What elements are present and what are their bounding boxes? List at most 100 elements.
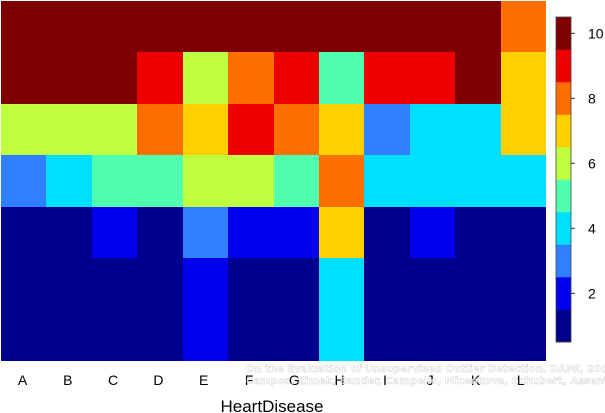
colorbar-segment bbox=[556, 179, 571, 213]
x-tick-label: K bbox=[471, 372, 481, 388]
heatmap-cell bbox=[137, 1, 183, 52]
heatmap-cell bbox=[455, 310, 501, 361]
heatmap-cell bbox=[92, 258, 137, 310]
heatmap-cell bbox=[137, 104, 183, 155]
heatmap-cell bbox=[455, 52, 501, 104]
heatmap-cell bbox=[501, 104, 546, 155]
heatmap-cell bbox=[319, 104, 364, 155]
heatmap-cell bbox=[228, 104, 274, 155]
heatmap-cell bbox=[501, 52, 546, 104]
colorbar-segment bbox=[556, 114, 571, 148]
heatmap-cell bbox=[1, 207, 46, 258]
heatmap-cell bbox=[364, 207, 410, 258]
heatmap-cell bbox=[410, 52, 455, 104]
heatmap-cell bbox=[46, 52, 92, 104]
heatmap-cell bbox=[455, 155, 501, 207]
credit-line-2: Campos, Zimek, Sander, Campello, Micenko… bbox=[246, 376, 605, 387]
heatmap-cell bbox=[1, 310, 46, 361]
colorbar-segment bbox=[556, 244, 571, 278]
heatmap-cell bbox=[92, 104, 137, 155]
heatmap-cell bbox=[46, 1, 92, 52]
heatmap-cell bbox=[319, 310, 364, 361]
x-axis-ticks: A B C D E F G H I J K L bbox=[18, 372, 525, 388]
heatmap-cell bbox=[274, 155, 319, 207]
colorbar-tick-label: 10 bbox=[588, 25, 604, 41]
heatmap-cell bbox=[137, 155, 183, 207]
colorbar-segment bbox=[556, 277, 571, 310]
colorbar-frame bbox=[555, 16, 572, 343]
heatmap-cell bbox=[183, 207, 228, 258]
heatmap-cell bbox=[501, 155, 546, 207]
heatmap-cell bbox=[274, 258, 319, 310]
heatmap-cell bbox=[410, 155, 455, 207]
colorbar-segment bbox=[556, 309, 571, 343]
heatmap-cells bbox=[1, 1, 546, 361]
heatmap-cell bbox=[228, 310, 274, 361]
heatmap-cell bbox=[137, 207, 183, 258]
x-tick-label: H bbox=[335, 372, 345, 388]
heatmap-cell bbox=[364, 258, 410, 310]
x-tick-label: I bbox=[383, 372, 387, 388]
heatmap-cell bbox=[1, 52, 46, 104]
heatmap-cell bbox=[274, 52, 319, 104]
heatmap-cell bbox=[228, 155, 274, 207]
colorbar-tick-label: 6 bbox=[588, 155, 596, 171]
heatmap-cell bbox=[183, 155, 228, 207]
heatmap-cell bbox=[183, 310, 228, 361]
heatmap-cell bbox=[46, 310, 92, 361]
heatmap-cell bbox=[137, 258, 183, 310]
x-tick-label: B bbox=[63, 372, 72, 388]
heatmap-cell bbox=[1, 258, 46, 310]
heatmap-cell bbox=[319, 258, 364, 310]
colorbar-segment bbox=[556, 17, 571, 50]
colorbar: 2 4 6 8 10 bbox=[555, 16, 604, 343]
heatmap-cell bbox=[410, 310, 455, 361]
heatmap-cell bbox=[1, 104, 46, 155]
colorbar-segment bbox=[556, 147, 571, 180]
heatmap-cell bbox=[228, 52, 274, 104]
heatmap-cell bbox=[92, 52, 137, 104]
heatmap-cell bbox=[92, 207, 137, 258]
heatmap-cell bbox=[455, 207, 501, 258]
heatmap-cell bbox=[1, 155, 46, 207]
heatmap-cell bbox=[137, 310, 183, 361]
x-tick-label: J bbox=[427, 372, 434, 388]
heatmap-cell bbox=[410, 207, 455, 258]
heatmap-cell bbox=[274, 1, 319, 52]
heatmap-cell bbox=[501, 310, 546, 361]
heatmap-cell bbox=[455, 1, 501, 52]
x-tick-label: D bbox=[153, 372, 163, 388]
heatmap-cell bbox=[183, 104, 228, 155]
heatmap-cell bbox=[92, 1, 137, 52]
x-tick-label: A bbox=[18, 372, 28, 388]
colorbar-tick-label: 2 bbox=[588, 285, 596, 301]
heatmap-cell bbox=[274, 207, 319, 258]
heatmap-cell bbox=[364, 52, 410, 104]
heatmap-cell bbox=[137, 52, 183, 104]
heatmap-cell bbox=[46, 207, 92, 258]
heatmap-cell bbox=[364, 155, 410, 207]
heatmap-cell bbox=[455, 258, 501, 310]
heatmap-cell bbox=[46, 258, 92, 310]
heatmap-cell bbox=[1, 1, 46, 52]
heatmap-cell bbox=[364, 1, 410, 52]
colorbar-segment bbox=[556, 212, 571, 245]
x-tick-label: F bbox=[245, 372, 254, 388]
heatmap-cell bbox=[92, 155, 137, 207]
heatmap-cell bbox=[319, 1, 364, 52]
heatmap-cell bbox=[364, 104, 410, 155]
heatmap-cell bbox=[228, 258, 274, 310]
heatmap-cell bbox=[183, 52, 228, 104]
heatmap-cell bbox=[319, 52, 364, 104]
heatmap-cell bbox=[501, 207, 546, 258]
heatmap-cell bbox=[46, 155, 92, 207]
x-tick-label: G bbox=[289, 372, 300, 388]
heatmap-cell bbox=[410, 1, 455, 52]
heatmap-cell bbox=[319, 207, 364, 258]
heatmap-cell bbox=[364, 310, 410, 361]
heatmap-cell bbox=[501, 1, 546, 52]
heatmap-cell bbox=[501, 258, 546, 310]
colorbar-segment bbox=[556, 49, 571, 83]
heatmap-cell bbox=[46, 104, 92, 155]
